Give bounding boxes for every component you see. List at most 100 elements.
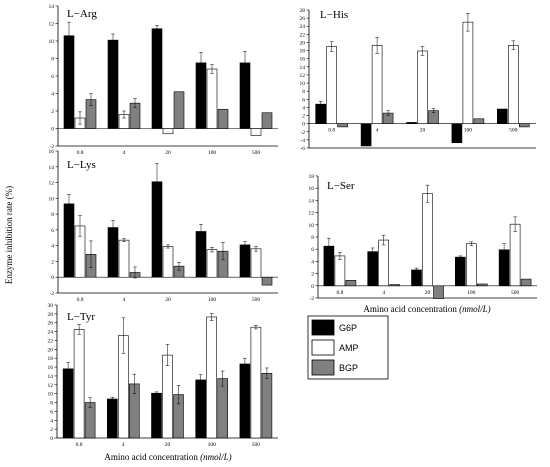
y-tick-label: 8 (50, 401, 53, 407)
x-tick-label: 4 (123, 150, 126, 156)
x-tick-label: 20 (425, 290, 431, 296)
chart-panel: -2 0 2 4 6 8 10 12 14 16 18 0.8 4 20 100 500 L−Ser Amino … (309, 174, 537, 314)
y-tick-label: 18 (309, 174, 315, 180)
x-tick-label: 0.8 (77, 150, 84, 156)
y-tick-label: 4 (311, 259, 314, 265)
y-tick-label: 12 (309, 211, 315, 217)
bar-g6p (63, 35, 75, 129)
panel-title: L−Tyr (67, 311, 95, 323)
y-tick-label: 10 (49, 39, 55, 45)
bar-amp (162, 354, 173, 439)
y-tick-label: 6 (50, 409, 53, 415)
x-tick-label: 20 (420, 128, 426, 134)
bar-g6p (151, 28, 163, 129)
bar-amp (162, 246, 174, 278)
y-axis-label: Enzyme inhibition rate (%) (4, 186, 14, 284)
y-tick-label: 6 (311, 247, 314, 253)
y-tick-label: 0 (302, 122, 305, 128)
panel-title: L−Arg (67, 8, 97, 20)
y-tick-label: 28 (300, 8, 306, 14)
bar-g6p (406, 122, 417, 124)
bar-bgp (261, 112, 273, 129)
x-tick-label: 100 (464, 128, 473, 134)
y-tick-label: 2 (311, 272, 314, 278)
bar-bgp (173, 91, 185, 129)
y-tick-label: -4 (300, 138, 305, 144)
bar-bgp (518, 123, 530, 128)
y-tick-label: 22 (48, 338, 54, 344)
bar-bgp (337, 123, 349, 128)
legend-label-g6p: G6P (339, 323, 357, 333)
bar-g6p (411, 269, 422, 287)
bar-bgp (389, 284, 401, 287)
x-tick-label: 0.8 (76, 442, 83, 448)
y-tick-label: 20 (48, 347, 54, 353)
y-tick-label: 14 (309, 198, 315, 204)
x-tick-label: 500 (252, 297, 261, 303)
bar-g6p (451, 123, 463, 144)
x-axis-unit: (nmol/L) (459, 304, 491, 314)
y-tick-label: 8 (51, 57, 54, 63)
y-tick-label: 4 (51, 244, 54, 250)
y-tick-label: 22 (300, 32, 306, 38)
bar-amp (118, 239, 130, 278)
y-tick-label: 0 (51, 127, 54, 133)
panel-title: L−Ser (327, 180, 355, 192)
y-tick-label: 24 (48, 330, 54, 336)
y-tick-label: -6 (300, 146, 305, 152)
bar-amp (462, 21, 474, 124)
bar-amp (206, 68, 218, 129)
bar-amp (465, 243, 477, 287)
y-tick-label: 6 (51, 228, 54, 234)
y-tick-label: 6 (302, 97, 305, 103)
legend-swatch-amp (311, 339, 335, 356)
y-tick-label: 20 (300, 40, 306, 46)
y-tick-label: -2 (309, 296, 314, 302)
y-tick-label: 16 (48, 365, 54, 371)
y-tick-label: 16 (309, 186, 315, 192)
y-tick-label: 14 (300, 65, 306, 71)
y-tick-label: 14 (48, 374, 54, 380)
panel-title: L−His (320, 9, 348, 21)
x-tick-label: 500 (511, 290, 520, 296)
y-tick-label: 18 (300, 49, 306, 55)
chart-panel: -2 0 2 4 6 8 10 12 14 16 0.8 4 20 100 500 L−Lys (49, 149, 278, 303)
y-tick-label: 10 (49, 196, 55, 202)
x-tick-label: 4 (382, 290, 385, 296)
y-tick-label: 12 (49, 181, 55, 187)
x-axis-label: Amino acid concentration (nmol/L) (363, 304, 490, 314)
x-tick-label: 500 (509, 128, 518, 134)
bar-amp (206, 316, 217, 439)
bar-g6p (195, 379, 206, 439)
y-tick-label: 4 (50, 418, 53, 424)
bar-amp (250, 128, 262, 136)
bar-g6p (239, 244, 251, 278)
x-tick-label: 4 (122, 442, 125, 448)
x-axis-unit: (nmol/L) (200, 452, 232, 462)
y-tick-label: 12 (300, 73, 306, 79)
bar-bgp (84, 402, 96, 439)
y-tick-label: 26 (48, 321, 54, 327)
bar-g6p (107, 39, 119, 129)
y-tick-label: 0 (311, 284, 314, 290)
x-tick-label: 100 (208, 442, 217, 448)
bar-bgp (345, 280, 357, 287)
bar-amp (507, 45, 519, 124)
bar-g6p (360, 123, 372, 147)
bar-bgp (520, 278, 532, 287)
y-tick-label: 14 (49, 4, 55, 10)
y-tick-label: 2 (50, 427, 53, 433)
bar-amp (417, 50, 428, 124)
bar-bgp (261, 372, 273, 439)
bar-bgp (433, 285, 444, 299)
y-tick-label: -2 (49, 291, 54, 297)
bar-amp (334, 255, 346, 287)
bar-amp (378, 239, 390, 287)
bar-bgp (473, 118, 485, 124)
x-tick-label: 4 (376, 128, 379, 134)
y-tick-label: 26 (300, 16, 306, 22)
x-tick-label: 20 (165, 150, 171, 156)
bar-g6p (107, 398, 118, 439)
legend-label-bgp: BGP (339, 363, 358, 373)
